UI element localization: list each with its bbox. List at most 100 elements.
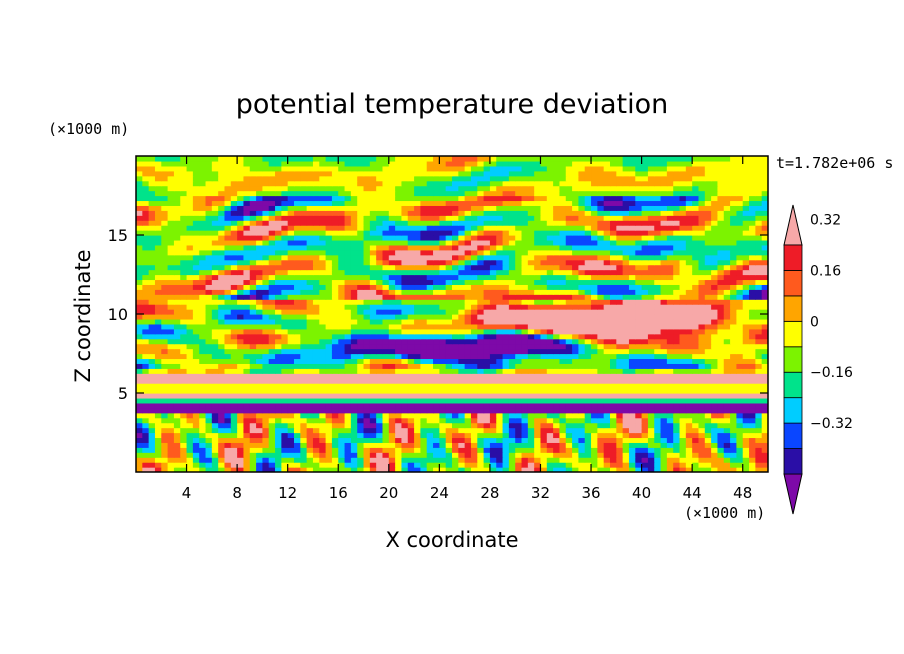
heatmap-cell <box>723 318 731 325</box>
heatmap-cell <box>249 309 257 315</box>
heatmap-cell <box>654 353 662 360</box>
heatmap-cell <box>622 388 630 394</box>
heatmap-cell <box>508 457 516 463</box>
heatmap-cell <box>452 412 459 419</box>
heatmap-cell <box>445 348 453 355</box>
heatmap-cell <box>483 230 491 236</box>
heatmap-cell <box>262 437 270 443</box>
heatmap-cell <box>376 412 384 419</box>
heatmap-cell <box>666 225 674 231</box>
heatmap-cell <box>628 437 636 443</box>
heatmap-cell <box>692 417 700 424</box>
heatmap-cell <box>407 333 415 340</box>
heatmap-cell <box>230 462 238 468</box>
heatmap-cell <box>470 314 478 320</box>
heatmap-cell <box>275 318 282 325</box>
heatmap-cell <box>224 333 232 340</box>
heatmap-cell <box>534 279 542 285</box>
heatmap-cell <box>565 309 573 315</box>
heatmap-cell <box>420 338 428 345</box>
heatmap-cell <box>205 259 213 266</box>
heatmap-cell <box>540 393 548 399</box>
heatmap-cell <box>572 333 579 340</box>
heatmap-cell <box>622 294 630 300</box>
heatmap-cell <box>275 294 282 300</box>
heatmap-cell <box>483 304 491 310</box>
heatmap-cell <box>325 304 333 310</box>
heatmap-cell <box>610 239 617 246</box>
heatmap-cell <box>211 363 219 369</box>
heatmap-cell <box>553 407 561 414</box>
heatmap-cell <box>186 452 194 458</box>
heatmap-cell <box>692 343 700 350</box>
heatmap-cell <box>591 358 598 364</box>
heatmap-cell <box>154 338 162 345</box>
heatmap-cell <box>192 299 200 305</box>
heatmap-cell <box>357 412 365 419</box>
heatmap-cell <box>401 457 409 463</box>
heatmap-cell <box>591 348 598 355</box>
heatmap-cell <box>262 417 270 424</box>
heatmap-cell <box>344 338 352 345</box>
heatmap-cell <box>357 269 365 276</box>
heatmap-cell <box>616 452 624 458</box>
heatmap-cell <box>464 373 472 379</box>
heatmap-cell <box>243 412 251 419</box>
heatmap-cell <box>401 333 409 340</box>
heatmap-cell <box>761 269 768 276</box>
heatmap-cell <box>483 447 491 453</box>
heatmap-cell <box>546 407 554 414</box>
heatmap-cell <box>483 309 491 315</box>
heatmap-cell <box>186 254 194 261</box>
heatmap-cell <box>148 318 156 325</box>
heatmap-cell <box>464 457 472 463</box>
heatmap-cell <box>711 353 719 360</box>
heatmap-cell <box>730 318 737 325</box>
heatmap-cell <box>426 373 434 379</box>
heatmap-cell <box>350 373 358 379</box>
heatmap-cell <box>382 467 390 472</box>
heatmap-cell <box>369 299 377 305</box>
heatmap-cell <box>641 338 649 345</box>
heatmap-cell <box>698 407 706 414</box>
heatmap-cell <box>572 225 579 231</box>
heatmap-cell <box>407 230 415 236</box>
heatmap-cell <box>584 363 592 369</box>
heatmap-cell <box>584 269 592 276</box>
heatmap-cell <box>654 378 662 384</box>
heatmap-cell <box>136 323 143 330</box>
heatmap-cell <box>218 363 226 369</box>
heatmap-cell <box>300 249 308 256</box>
heatmap-cell <box>635 422 643 429</box>
heatmap-cell <box>458 254 466 261</box>
heatmap-cell <box>186 432 194 439</box>
heatmap-cell <box>173 244 181 251</box>
heatmap-cell <box>610 294 617 300</box>
heatmap-cell <box>610 338 617 345</box>
heatmap-cell <box>610 264 617 271</box>
heatmap-cell <box>685 373 693 379</box>
heatmap-cell <box>218 314 226 320</box>
heatmap-cell <box>761 397 768 404</box>
heatmap-cell <box>287 230 295 236</box>
heatmap-cell <box>338 417 346 424</box>
heatmap-cell <box>597 407 605 414</box>
heatmap-cell <box>711 368 719 374</box>
heatmap-cell <box>761 457 768 463</box>
heatmap-cell <box>142 417 150 424</box>
heatmap-cell <box>616 328 624 335</box>
heatmap-cell <box>426 393 434 399</box>
heatmap-cell <box>382 249 390 256</box>
heatmap-cell <box>717 437 725 443</box>
heatmap-cell <box>704 363 712 369</box>
heatmap-cell <box>565 467 573 472</box>
heatmap-cell <box>628 427 636 434</box>
heatmap-cell <box>521 422 529 429</box>
heatmap-cell <box>218 437 226 443</box>
heatmap-cell <box>730 437 737 443</box>
heatmap-cell <box>357 363 365 369</box>
heatmap-cell <box>218 442 226 448</box>
heatmap-cell <box>325 254 333 261</box>
heatmap-cell <box>515 417 523 424</box>
heatmap-cell <box>603 235 611 241</box>
